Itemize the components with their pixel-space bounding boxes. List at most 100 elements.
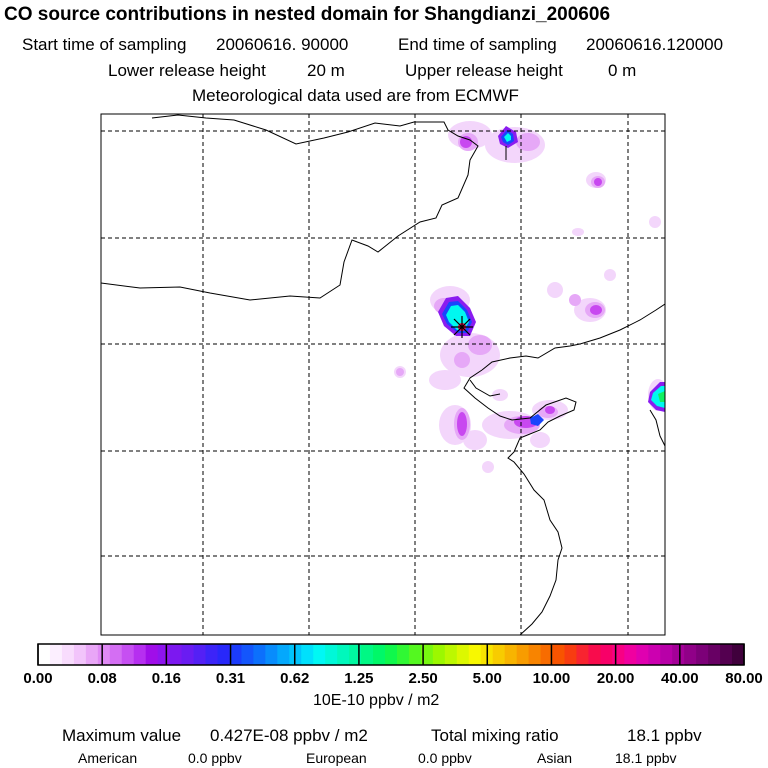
colorbar-swatch <box>516 644 530 665</box>
colorbar-label: 0.62 <box>280 670 310 687</box>
colorbar-swatch <box>38 644 51 665</box>
colorbar-swatch <box>660 644 673 665</box>
colorbar-swatch <box>265 644 278 665</box>
colorbar-swatch <box>432 644 446 665</box>
colorbar-label: 2.50 <box>408 670 438 687</box>
colorbar-label: 5.00 <box>472 670 502 687</box>
receptor-star-icon <box>451 316 473 338</box>
colorbar-swatch <box>468 644 482 665</box>
concentration-field <box>394 121 665 473</box>
colorbar-swatch <box>588 644 602 665</box>
colorbar-swatch <box>528 644 542 665</box>
plume-pink-blob <box>569 294 581 306</box>
colorbar-swatch <box>97 644 111 665</box>
colorbar-units: 10E-10 ppbv / m2 <box>313 692 440 709</box>
colorbar-swatch <box>241 644 254 665</box>
colorbar-swatch <box>181 644 195 665</box>
max-value-label: Maximum value <box>62 726 182 745</box>
lower-height-label: Lower release height <box>108 61 266 80</box>
start-time-value: 20060616. 90000 <box>216 35 349 54</box>
plume-magenta-blob <box>594 178 602 186</box>
colorbar-swatch <box>444 644 458 665</box>
colorbar-swatch <box>385 644 398 665</box>
plume-core-area <box>438 126 665 426</box>
colorbar-label: 80.00 <box>725 670 763 687</box>
colorbar-swatch <box>708 644 721 665</box>
colorbar-swatch <box>576 644 590 665</box>
colorbar-swatch <box>600 644 613 665</box>
lower-height-value: 20 m <box>307 61 345 80</box>
plume-light-blob <box>463 430 487 450</box>
colorbar-label: 0.16 <box>151 670 181 687</box>
plume-light-blob <box>482 461 494 473</box>
plume-magenta-blob <box>460 136 472 148</box>
colorbar-label: 20.00 <box>596 670 635 687</box>
plume-light-blob <box>492 389 508 401</box>
colorbar-swatch <box>420 644 434 665</box>
end-time-value: 20060616.120000 <box>586 35 724 54</box>
plume-green-edge <box>658 391 665 402</box>
colorbar-swatch <box>301 644 314 665</box>
plume-pink-blob <box>516 133 540 151</box>
region-european-value: 0.0 ppbv <box>418 750 472 766</box>
colorbar-label: 0.00 <box>23 670 53 687</box>
colorbar-swatch <box>169 644 183 665</box>
total-mixing-label: Total mixing ratio <box>431 726 559 745</box>
colorbar-swatch <box>564 644 578 665</box>
colorbar-swatch <box>289 644 302 665</box>
colorbar-swatch <box>253 644 266 665</box>
plume-pink-blob <box>396 368 404 376</box>
plume-magenta-blob <box>545 406 555 414</box>
colorbar-swatch <box>145 644 159 665</box>
plume-blue-spot <box>530 414 544 426</box>
met-data-note: Meteorological data used are from ECMWF <box>192 86 519 105</box>
colorbar-swatch <box>325 644 338 665</box>
colorbar-swatch <box>636 644 649 665</box>
region-american-label: American <box>78 750 138 766</box>
colorbar-swatch <box>193 644 207 665</box>
region-american-value: 0.0 ppbv <box>188 750 242 766</box>
colorbar-swatch <box>373 644 386 665</box>
upper-height-label: Upper release height <box>405 61 563 80</box>
plume-cyan-edge <box>651 386 665 408</box>
plume-magenta-area <box>457 136 602 436</box>
colorbar-label: 10.00 <box>532 670 571 687</box>
colorbar-swatch <box>157 644 171 665</box>
colorbar-swatch <box>648 644 661 665</box>
colorbar-swatch <box>696 644 709 665</box>
colorbar-label: 0.08 <box>87 670 117 687</box>
plume-light-blob <box>547 282 563 298</box>
plume-magenta-blob <box>590 305 602 315</box>
colorbar-swatch <box>121 644 135 665</box>
colorbar-swatch <box>504 644 518 665</box>
colorbar-swatch <box>408 644 422 665</box>
colorbar-swatch <box>672 644 685 665</box>
colorbar-swatch <box>205 644 219 665</box>
end-time-label: End time of sampling <box>398 35 557 54</box>
plume-light-blob <box>649 216 661 228</box>
colorbar-swatch <box>73 644 87 665</box>
coastlines <box>101 114 665 635</box>
plume-pink-blob <box>454 352 470 368</box>
colorbar-swatch <box>540 644 554 665</box>
colorbar-swatch <box>396 644 410 665</box>
colorbar-swatch <box>456 644 470 665</box>
colorbar-swatch <box>552 644 566 665</box>
plot-title: CO source contributions in nested domain… <box>4 4 611 25</box>
colorbar-swatch <box>612 644 625 665</box>
colorbar-swatch <box>49 644 63 665</box>
max-value: 0.427E-08 ppbv / m2 <box>210 726 368 745</box>
colorbar-swatch <box>349 644 362 665</box>
plume-light-blob <box>429 370 461 390</box>
plume-magenta-blob <box>457 412 467 436</box>
colorbar-label: 40.00 <box>661 670 699 687</box>
region-asian-label: Asian <box>537 750 573 766</box>
map-frame <box>100 113 666 636</box>
total-mixing-value: 18.1 ppbv <box>627 726 702 745</box>
colorbar <box>37 643 745 666</box>
colorbar-swatch <box>684 644 697 665</box>
colorbar-swatch <box>720 644 733 665</box>
colorbar-label: 0.31 <box>215 670 246 687</box>
colorbar-swatch <box>277 644 290 665</box>
